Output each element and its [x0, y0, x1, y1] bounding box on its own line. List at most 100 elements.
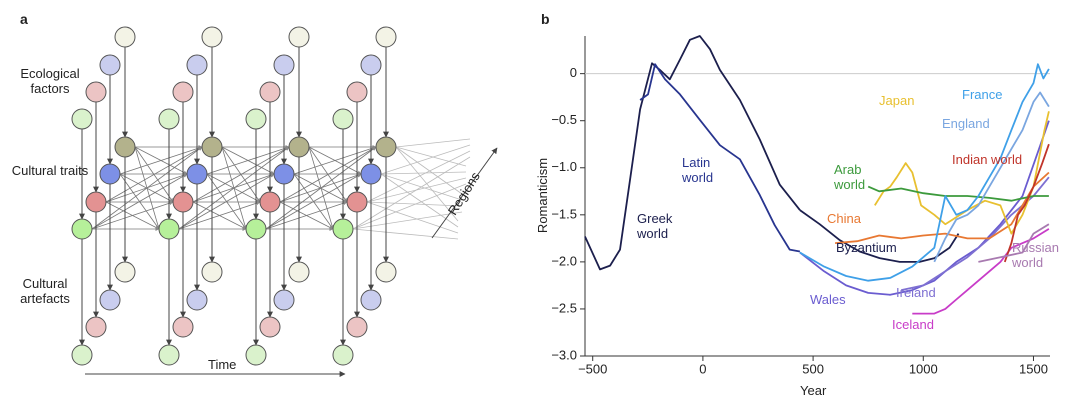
link — [178, 201, 261, 230]
link — [352, 183, 467, 230]
series-line — [912, 228, 1050, 315]
series-label: England — [942, 116, 990, 131]
trait-node — [288, 136, 310, 158]
series-label: China — [827, 211, 861, 226]
y-tick-label: −0.5 — [551, 112, 577, 127]
link — [395, 146, 467, 167]
series-label: Arab world — [834, 162, 866, 192]
series-label: France — [962, 87, 1003, 102]
series-label: Latin world — [682, 155, 714, 185]
trait-node — [259, 191, 281, 213]
x-tick-label: 500 — [802, 361, 824, 376]
link — [279, 146, 377, 203]
trait-node — [186, 163, 208, 185]
artefact-node — [273, 289, 295, 311]
link — [352, 156, 471, 230]
eco-node — [71, 108, 93, 130]
x-axis-label: Year — [800, 383, 827, 398]
series-label: Wales — [810, 292, 846, 307]
artefact-node — [186, 289, 208, 311]
series-line — [901, 176, 1050, 291]
artefact-node — [114, 261, 136, 283]
panel-label: b — [541, 11, 550, 27]
link — [91, 173, 188, 230]
series-label: Greek world — [637, 211, 673, 241]
group-label: Ecological factors — [20, 66, 80, 96]
link — [178, 146, 290, 230]
link — [380, 144, 471, 175]
eco-node — [245, 108, 267, 130]
trait-node — [172, 191, 194, 213]
link — [352, 211, 463, 230]
series-line — [835, 171, 1050, 244]
artefact-node — [346, 316, 368, 338]
series-line — [799, 63, 1050, 282]
series-label: Iceland — [892, 317, 934, 332]
link — [380, 171, 467, 175]
eco-node — [288, 26, 310, 48]
link — [293, 146, 377, 175]
series-line — [867, 185, 1049, 202]
link — [178, 173, 275, 230]
trait-node — [332, 218, 354, 240]
artefact-node — [71, 344, 93, 366]
trait-node — [346, 191, 368, 213]
eco-node — [375, 26, 397, 48]
x-tick-label: 1500 — [1019, 361, 1048, 376]
link — [395, 146, 459, 222]
time-label: Time — [208, 357, 237, 372]
link — [119, 146, 203, 175]
y-tick-label: −2.5 — [551, 300, 577, 315]
trait-node — [114, 136, 136, 158]
link — [265, 173, 362, 230]
series-line — [933, 91, 1050, 263]
y-tick-label: −1.5 — [551, 206, 577, 221]
link — [105, 146, 203, 203]
series-label: Japan — [879, 93, 915, 108]
artefact-node — [360, 289, 382, 311]
eco-node — [186, 54, 208, 76]
series-line — [1003, 143, 1050, 263]
eco-node — [332, 108, 354, 130]
group-label: Cultural traits — [11, 163, 89, 178]
eco-node — [201, 26, 223, 48]
trait-node — [201, 136, 223, 158]
artefact-node — [259, 316, 281, 338]
eco-node — [172, 81, 194, 103]
link — [91, 146, 203, 230]
y-axis-label: Romanticism — [535, 157, 551, 234]
link — [91, 201, 174, 230]
artefact-node — [172, 316, 194, 338]
series-label: Russian world — [1012, 240, 1059, 270]
series-line — [978, 223, 1050, 263]
link — [366, 201, 463, 207]
regions-arrow — [431, 147, 498, 239]
trait-node — [158, 218, 180, 240]
y-tick-label: −3.0 — [551, 347, 577, 362]
link — [395, 146, 463, 195]
link — [380, 173, 459, 228]
artefact-node — [375, 261, 397, 283]
eco-node — [99, 54, 121, 76]
y-tick-label: −1.0 — [551, 159, 577, 174]
trait-node — [245, 218, 267, 240]
series-line — [799, 209, 960, 263]
eco-node — [259, 81, 281, 103]
trait-node — [375, 136, 397, 158]
link — [366, 201, 459, 234]
y-tick-label: −2.0 — [551, 253, 577, 268]
link — [206, 146, 290, 175]
group-label: Cultural artefacts — [20, 276, 70, 306]
link — [352, 228, 459, 240]
eco-node — [114, 26, 136, 48]
series-label: Ireland — [896, 285, 936, 300]
trait-node — [360, 163, 382, 185]
eco-node — [85, 81, 107, 103]
series-label: Indian world — [952, 152, 1023, 167]
artefact-node — [85, 316, 107, 338]
series-line — [874, 111, 1050, 235]
artefact-node — [158, 344, 180, 366]
link — [265, 146, 377, 230]
